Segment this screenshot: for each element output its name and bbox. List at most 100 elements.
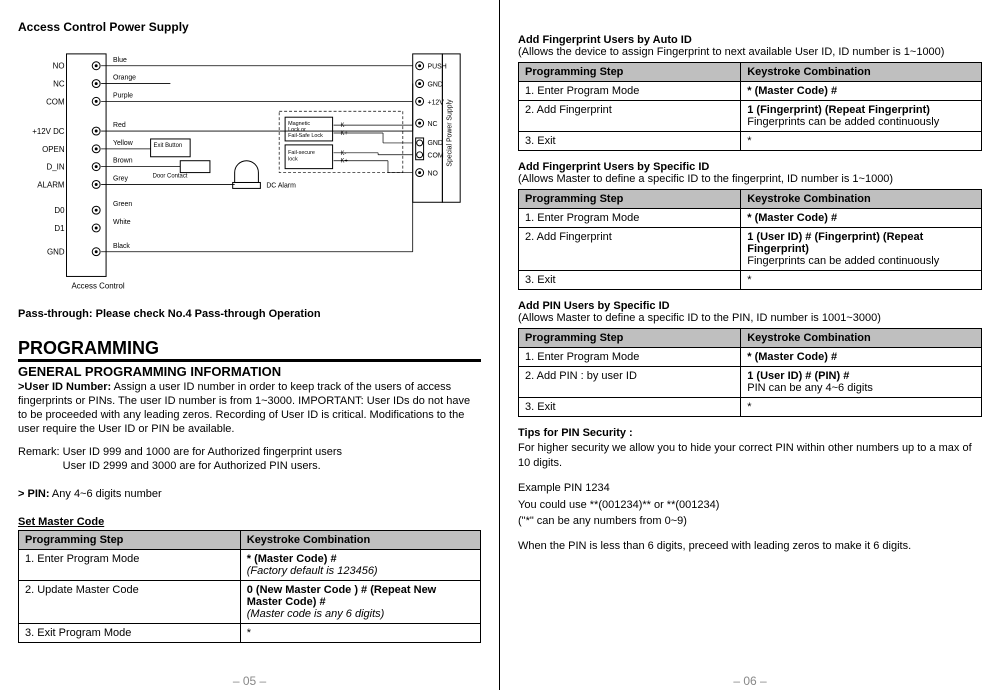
pin-text: Any 4~6 digits number (49, 488, 161, 500)
t2-title: Add Fingerprint Users by Specific ID (518, 161, 982, 173)
svg-text:NC: NC (428, 121, 438, 128)
t3-r2c2a: 1 (User ID) # (PIN) # (747, 370, 849, 382)
svg-text:Exit Button: Exit Button (154, 143, 183, 149)
page-left: Access Control Power Supply NO NC COM +1… (0, 0, 500, 690)
t1-table: Programming StepKeystroke Combination 1.… (518, 62, 982, 151)
tips-title: Tips for PIN Security : (518, 427, 982, 439)
svg-text:Black: Black (113, 243, 130, 250)
smt-col1: Programming Step (19, 530, 241, 549)
svg-text:NO: NO (428, 171, 439, 178)
svg-text:+12V DC: +12V DC (32, 127, 65, 136)
svg-text:K-: K- (340, 151, 346, 157)
svg-text:Purple: Purple (113, 92, 133, 99)
svg-text:Blue: Blue (113, 57, 127, 64)
svg-text:OPEN: OPEN (42, 145, 65, 154)
remark-line1: User ID 999 and 1000 are for Authorized … (60, 446, 343, 458)
t3-col1: Programming Step (519, 329, 741, 348)
remark-label: Remark: (18, 446, 60, 458)
t2-r1c1: 1. Enter Program Mode (519, 209, 741, 228)
t2-r3c2: * (741, 271, 982, 290)
t1-col2: Keystroke Combination (741, 63, 982, 82)
gpi-heading: GENERAL PROGRAMMING INFORMATION (18, 364, 481, 379)
svg-text:K-: K- (340, 123, 346, 129)
t2-col2: Keystroke Combination (741, 190, 982, 209)
t1-r1c1: 1. Enter Program Mode (519, 82, 741, 101)
smt-r3c1: 3. Exit Program Mode (19, 623, 241, 642)
pin-label: > PIN: (18, 488, 49, 500)
svg-text:Red: Red (113, 122, 126, 129)
svg-text:Brown: Brown (113, 158, 133, 165)
smt-r1c2b: (Factory default is 123456) (247, 565, 378, 577)
t2-r1c2: * (Master Code) # (741, 209, 982, 228)
t3-r3c2: * (741, 398, 982, 417)
svg-text:COM: COM (428, 153, 444, 160)
svg-text:ALARM: ALARM (37, 180, 64, 189)
smt-r2c2a: 0 (New Master Code ) # (Repeat New Maste… (247, 584, 437, 608)
tips-l1: For higher security we allow you to hide… (518, 441, 982, 471)
t1-r2c1: 2. Add Fingerprint (519, 101, 741, 132)
smt-r2c2b: (Master code is any 6 digits) (247, 608, 385, 620)
svg-text:NC: NC (53, 80, 65, 89)
t3-r3c1: 3. Exit (519, 398, 741, 417)
programming-heading: PROGRAMMING (18, 338, 481, 362)
remark-block: Remark: User ID 999 and 1000 are for Aut… (18, 446, 481, 474)
svg-text:Yellow: Yellow (113, 140, 133, 147)
tips-l5: When the PIN is less than 6 digits, prec… (518, 539, 982, 554)
svg-text:D1: D1 (54, 224, 65, 233)
svg-text:+12V: +12V (428, 99, 445, 106)
svg-text:Access Control: Access Control (71, 281, 124, 290)
smt-r2c1: 2. Update Master Code (19, 580, 241, 623)
svg-text:Orange: Orange (113, 75, 136, 82)
wiring-svg: NO NC COM +12V DC OPEN D_IN ALARM D0 D1 … (22, 44, 477, 291)
t3-title: Add PIN Users by Specific ID (518, 300, 982, 312)
t2-r2c1: 2. Add Fingerprint (519, 228, 741, 271)
t3-col2: Keystroke Combination (741, 329, 982, 348)
svg-text:D0: D0 (54, 206, 65, 215)
t1-r2c2b: Fingerprints can be added continuously (747, 116, 939, 128)
svg-text:Grey: Grey (113, 175, 129, 182)
t1-r1c2: * (Master Code) # (741, 82, 982, 101)
t1-col1: Programming Step (519, 63, 741, 82)
tips-l3: You could use **(001234)** or **(001234) (518, 498, 982, 513)
t2-r2c2a: 1 (User ID) # (Fingerprint) (Repeat Fing… (747, 231, 923, 255)
smt-r1c1: 1. Enter Program Mode (19, 549, 241, 580)
t2-desc: (Allows Master to define a specific ID t… (518, 173, 982, 185)
t3-r2c2b: PIN can be any 4~6 digits (747, 382, 873, 394)
t2-col1: Programming Step (519, 190, 741, 209)
svg-text:GND: GND (428, 140, 443, 147)
svg-text:D_IN: D_IN (47, 163, 65, 172)
t3-table: Programming StepKeystroke Combination 1.… (518, 328, 982, 417)
user-id-block: >User ID Number: Assign a user ID number… (18, 381, 481, 436)
svg-text:Door Contact: Door Contact (153, 174, 188, 180)
svg-text:K+: K+ (340, 159, 348, 165)
t2-table: Programming StepKeystroke Combination 1.… (518, 189, 982, 290)
svg-text:COM: COM (46, 97, 64, 106)
t3-desc: (Allows Master to define a specific ID t… (518, 312, 982, 324)
smt-r3c2: * (240, 623, 480, 642)
tips-l4: ("*" can be any numbers from 0~9) (518, 514, 982, 529)
smt-r1c2a: * (Master Code) # (247, 553, 337, 565)
svg-text:PUSH: PUSH (428, 64, 447, 71)
pin-block: > PIN: Any 4~6 digits number (18, 488, 481, 502)
t3-r1c2: * (Master Code) # (741, 348, 982, 367)
t1-r3c2: * (741, 132, 982, 151)
svg-text:Special Power Supply: Special Power Supply (446, 99, 453, 167)
t1-desc: (Allows the device to assign Fingerprint… (518, 46, 982, 58)
smt-col2: Keystroke Combination (240, 530, 480, 549)
page-right: Add Fingerprint Users by Auto ID (Allows… (500, 0, 1000, 690)
remark-line2: User ID 2999 and 3000 are for Authorized… (63, 460, 321, 472)
wiring-diagram: NO NC COM +12V DC OPEN D_IN ALARM D0 D1 … (18, 40, 481, 298)
svg-text:GND: GND (47, 248, 65, 257)
svg-text:lock: lock (288, 157, 298, 163)
page-num-left: – 05 – (233, 674, 266, 688)
svg-text:GND: GND (428, 82, 443, 89)
svg-text:Green: Green (113, 201, 132, 208)
passthrough-note: Pass-through: Please check No.4 Pass-thr… (18, 308, 481, 320)
svg-text:K+: K+ (340, 131, 348, 137)
t1-r3c1: 3. Exit (519, 132, 741, 151)
tips-l2: Example PIN 1234 (518, 481, 982, 496)
t2-r3c1: 3. Exit (519, 271, 741, 290)
acps-title: Access Control Power Supply (18, 20, 481, 34)
svg-text:Fail-secure: Fail-secure (288, 150, 315, 156)
set-master-table: Programming StepKeystroke Combination 1.… (18, 530, 481, 643)
